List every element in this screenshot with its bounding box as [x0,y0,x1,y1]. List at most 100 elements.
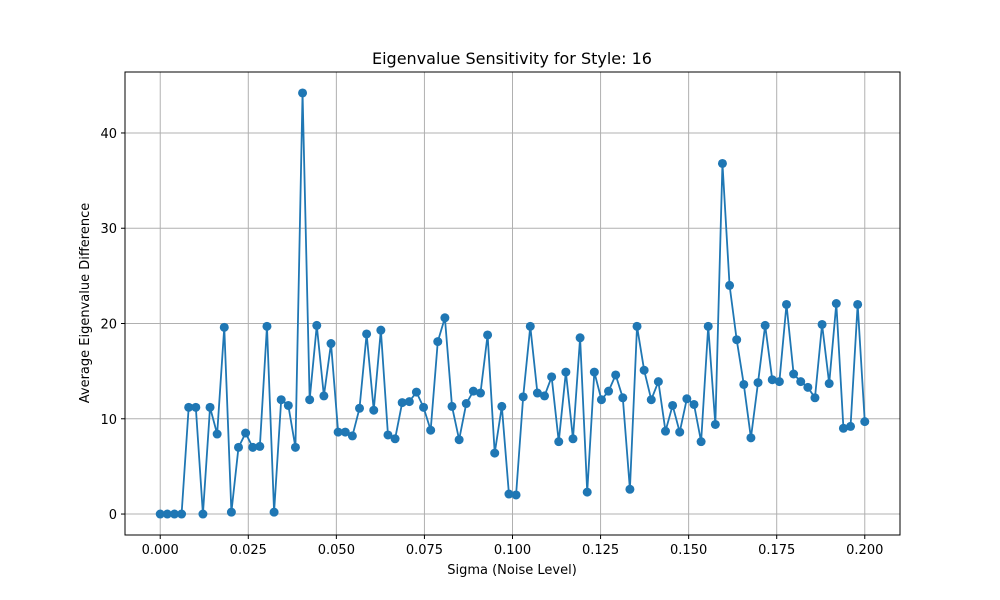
data-point [461,399,471,409]
data-point [205,402,215,412]
data-point [219,322,229,332]
data-point [547,372,557,382]
data-point [226,507,236,517]
data-point [568,434,578,444]
x-tick-label: 0.000 [142,543,179,558]
data-point [575,333,585,343]
x-tick-label: 0.125 [582,543,619,558]
data-point [554,437,564,447]
data-point [312,320,322,330]
data-point [540,391,550,401]
data-point [760,320,770,330]
data-point [404,397,414,407]
data-series [155,88,870,519]
data-point [838,423,848,433]
data-point [739,379,749,389]
data-point [269,507,279,517]
data-point [468,386,478,396]
data-point [184,402,194,412]
y-tick-label: 20 [100,318,117,333]
data-point [767,375,777,385]
data-point [475,388,485,398]
data-point [234,442,243,452]
data-point [355,403,365,413]
data-point [582,487,592,497]
data-point [376,325,386,335]
chart-title: Eigenvalue Sensitivity for Style: 16 [372,49,652,68]
data-point [447,401,457,411]
data-point [532,388,542,398]
y-axis-ticks: 0 10 20 30 40 [100,127,125,523]
data-point [589,367,599,377]
data-point [846,421,856,431]
data-point [689,399,699,409]
data-point [191,402,201,412]
data-point [789,369,799,379]
data-point [262,321,272,331]
data-point [611,370,621,380]
data-point [817,319,827,329]
data-point [653,377,663,387]
data-point [333,427,343,437]
data-point [454,435,464,445]
data-point [632,321,642,331]
data-point [525,321,535,331]
data-point [319,391,329,401]
data-point [497,401,507,411]
data-point [483,330,493,340]
data-point [639,365,649,375]
data-point [390,434,400,444]
data-point [618,393,628,403]
x-tick-label: 0.050 [318,543,355,558]
data-point [426,425,436,435]
data-point [732,335,742,345]
data-point [518,392,528,402]
data-point [155,509,165,519]
gridlines [125,72,900,535]
data-point [604,386,614,396]
data-point [703,321,713,331]
data-point [660,426,670,436]
data-point [504,489,514,499]
data-point [241,428,251,438]
data-point [326,339,336,349]
data-point [340,427,350,437]
x-tick-label: 0.025 [230,543,267,558]
data-point [433,337,443,347]
x-tick-label: 0.175 [758,543,795,558]
data-point [782,299,791,309]
data-point [860,417,870,427]
data-point [411,387,421,397]
data-point [511,490,521,500]
data-point [682,394,692,404]
x-tick-label: 0.075 [406,543,443,558]
data-point [290,442,300,452]
data-point [369,405,379,415]
data-point [625,484,635,494]
x-tick-label: 0.200 [846,543,883,558]
data-point [169,509,179,519]
data-point [810,393,820,403]
data-point [397,398,407,408]
data-point [298,88,308,98]
plot-frame [124,71,901,536]
data-point [668,400,678,410]
data-point [774,377,784,387]
data-point [561,367,571,377]
data-point [746,433,756,443]
data-point [283,400,293,410]
data-point [255,441,265,451]
data-point [824,379,834,389]
y-tick-label: 40 [100,127,117,142]
data-point [717,158,727,168]
data-point [725,280,735,290]
data-point [162,509,172,519]
data-point [305,395,315,405]
y-tick-label: 30 [100,222,117,237]
data-point [796,377,806,387]
data-point [596,395,606,405]
data-point [853,299,863,309]
data-point [490,448,500,458]
data-point [831,299,841,308]
